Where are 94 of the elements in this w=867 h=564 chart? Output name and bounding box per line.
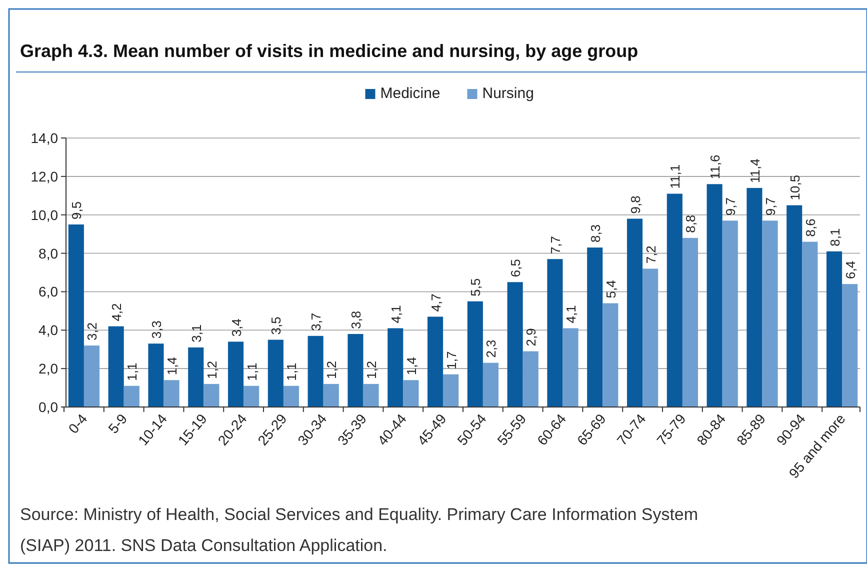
bar: [587, 248, 603, 407]
bar: [308, 336, 324, 407]
bar: [522, 351, 538, 407]
y-tick-label: 14,0: [30, 130, 58, 146]
data-label: 9,8: [628, 196, 643, 214]
bar: [244, 386, 260, 407]
data-label: 11,4: [747, 158, 762, 183]
legend-label: Nursing: [482, 85, 534, 102]
bar: [427, 316, 444, 407]
y-tick-label: 8,0: [38, 245, 58, 262]
bar: [626, 218, 643, 407]
bar: [68, 224, 84, 407]
data-label: 4,2: [109, 303, 124, 322]
data-label: 1,7: [444, 351, 459, 370]
bar: [84, 346, 100, 407]
bar: [323, 384, 339, 407]
data-label: 1,1: [244, 362, 260, 381]
y-tick-label: 6,0: [38, 284, 58, 300]
data-label: 5,5: [468, 278, 484, 296]
data-label: 6,5: [508, 259, 524, 278]
data-label: 8,3: [588, 224, 603, 243]
y-tick-label: 12,0: [30, 168, 58, 184]
bar: [467, 301, 483, 407]
x-tick-label: 5-9: [104, 410, 130, 436]
data-label: 8,6: [802, 218, 818, 237]
bar: [148, 344, 164, 407]
bar: [762, 220, 778, 407]
bar: [363, 384, 379, 407]
legend-label: Medicine: [380, 85, 440, 102]
bar: [802, 242, 818, 407]
bar: [842, 284, 858, 407]
data-label: 4,1: [564, 305, 579, 324]
data-label: 4,7: [428, 294, 444, 312]
x-tick-label: 0-4: [64, 410, 90, 436]
bar: [826, 251, 842, 407]
data-label: 5,4: [603, 280, 618, 298]
data-label: 6,4: [842, 260, 858, 280]
chart-title: Graph 4.3. Mean number of visits in medicine and nursing, by age group: [20, 41, 638, 61]
data-label: 1,2: [364, 360, 380, 379]
data-label: 9,7: [763, 198, 778, 216]
data-label: 1,4: [404, 357, 419, 376]
bar: [602, 303, 618, 407]
y-tick-label: 4,0: [38, 322, 58, 338]
bar: [786, 205, 802, 407]
bar: [443, 374, 459, 407]
data-label: 3,7: [308, 312, 324, 331]
data-label: 9,5: [69, 201, 84, 220]
bar: [204, 384, 220, 407]
data-label: 4,1: [388, 305, 404, 324]
bar: [228, 342, 244, 407]
data-label: 7,7: [548, 236, 563, 254]
data-label: 10,5: [787, 174, 802, 200]
bar: [722, 220, 738, 407]
data-label: 2,9: [524, 328, 539, 346]
data-label: 3,1: [188, 324, 204, 342]
bar: [268, 340, 284, 407]
data-label: 1,1: [284, 362, 300, 381]
data-label: 9,7: [723, 198, 738, 216]
bar: [547, 259, 563, 407]
y-tick-label: 10,0: [30, 206, 58, 223]
bar: [403, 380, 419, 407]
bar: [666, 194, 682, 407]
data-label: 1,1: [124, 362, 140, 381]
bar: [706, 184, 722, 407]
data-label: 3,3: [148, 320, 164, 339]
y-tick-label: 2,0: [38, 360, 58, 377]
data-label: 2,3: [484, 340, 499, 358]
bar: [746, 188, 762, 407]
data-label: 1,4: [164, 357, 180, 376]
data-label: 8,8: [683, 214, 698, 233]
data-label: 1,2: [204, 360, 220, 379]
bar: [283, 386, 300, 407]
y-tick-label: 0,0: [38, 399, 58, 415]
bar: [108, 326, 124, 407]
bar: [562, 328, 578, 407]
bar: [348, 334, 364, 407]
bar: [482, 362, 499, 407]
data-label: 11,6: [708, 154, 723, 180]
bar: [507, 282, 523, 407]
bar: [642, 268, 658, 407]
data-label: 8,1: [827, 228, 842, 246]
data-label: 3,8: [348, 310, 364, 329]
source-note: Source: Ministry of Health, Social Services and Equality. Primary Care Information System (SIAP) 2011. SNS Data Consultation Application.: [20, 505, 698, 555]
data-label: 1,2: [324, 360, 340, 379]
data-label: 11,1: [668, 164, 683, 189]
bar: [188, 347, 204, 407]
data-label: 3,5: [268, 316, 284, 335]
bar: [124, 386, 140, 407]
bar: [388, 328, 404, 407]
data-label: 7,2: [643, 246, 658, 264]
data-label: 3,4: [228, 318, 244, 337]
data-label: 3,2: [84, 322, 100, 341]
bar: [164, 380, 180, 407]
bar: [682, 238, 698, 407]
